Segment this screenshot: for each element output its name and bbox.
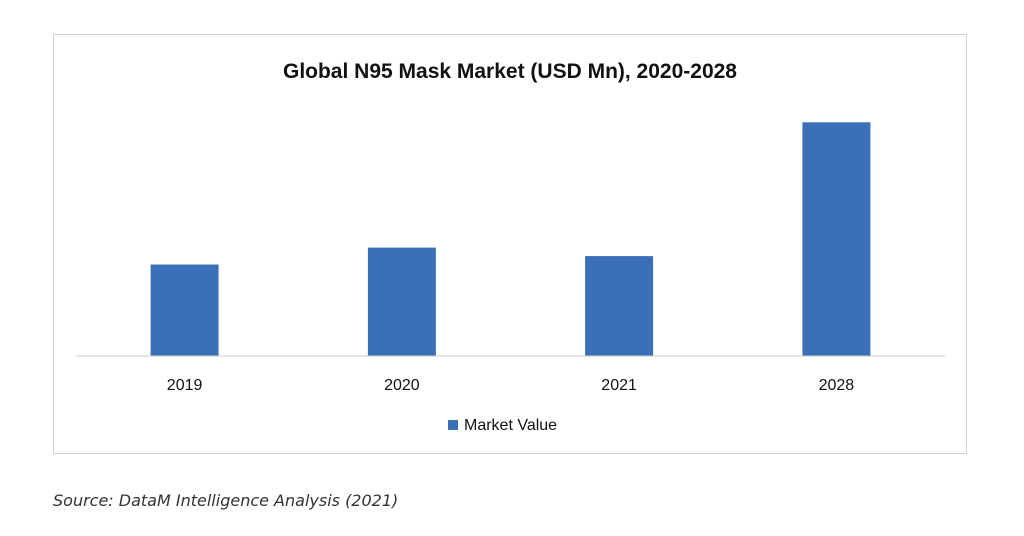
legend: Market Value xyxy=(448,417,557,434)
bar-2020 xyxy=(367,247,436,356)
legend-swatch-market-value xyxy=(448,420,458,430)
x-tick-label-2028: 2028 xyxy=(819,377,855,394)
bar-2019 xyxy=(150,264,219,356)
chart-frame: Global N95 Mask Market (USD Mn), 2020-20… xyxy=(53,34,967,454)
legend-label-market-value: Market Value xyxy=(464,417,557,434)
bar-chart: Global N95 Mask Market (USD Mn), 2020-20… xyxy=(76,60,945,434)
bar-2021 xyxy=(585,256,654,356)
bar-2028 xyxy=(802,122,871,356)
source-note: Source: DataM Intelligence Analysis (202… xyxy=(53,491,399,510)
x-tick-label-2021: 2021 xyxy=(601,377,637,394)
x-tick-label-2020: 2020 xyxy=(384,377,420,394)
x-tick-label-2019: 2019 xyxy=(167,377,203,394)
bars xyxy=(150,122,871,356)
chart-title: Global N95 Mask Market (USD Mn), 2020-20… xyxy=(283,60,737,83)
x-tick-labels: 2019 2020 2021 2028 xyxy=(167,377,854,394)
